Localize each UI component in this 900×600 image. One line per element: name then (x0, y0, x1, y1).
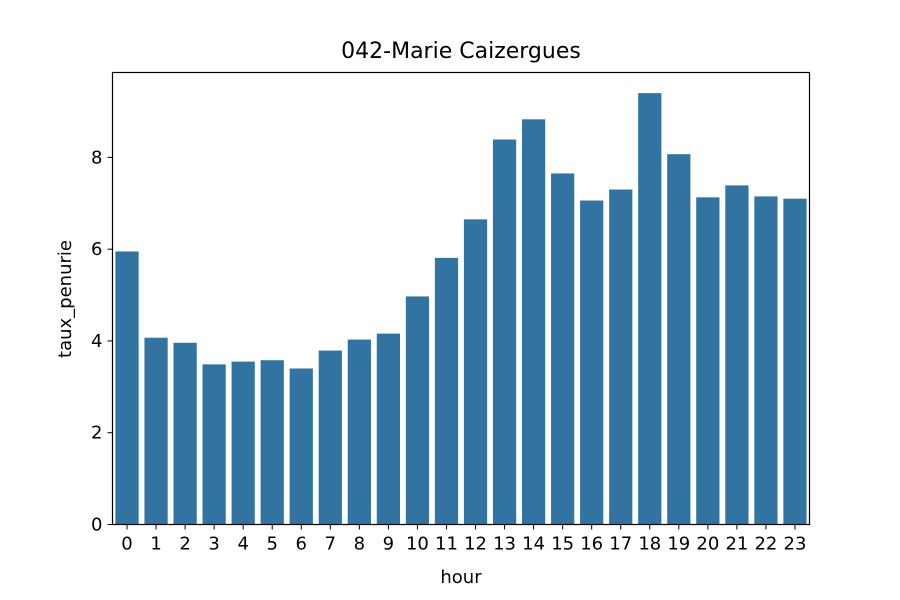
bar-hour-4 (231, 361, 255, 525)
bar-hour-13 (492, 139, 517, 525)
x-tick-label: 23 (784, 534, 807, 555)
x-tick-label: 7 (325, 534, 336, 555)
x-tick-label: 20 (696, 534, 719, 555)
y-axis: 0 2 4 6 8 (91, 147, 113, 536)
x-tick-label: 9 (383, 534, 394, 555)
bar-hour-8 (347, 339, 371, 525)
x-axis-label: hour (440, 567, 482, 588)
bar-hour-21 (725, 185, 749, 525)
chart-title: 042-Marie Caizergues (341, 39, 581, 64)
bar-hour-6 (289, 368, 313, 525)
x-tick-label: 3 (208, 534, 219, 555)
bar-hour-19 (667, 154, 691, 525)
x-tick-label: 22 (754, 534, 777, 555)
x-tick-label: 0 (121, 534, 132, 555)
y-tick-label: 6 (91, 239, 102, 260)
x-tick-label: 16 (580, 534, 603, 555)
bar-hour-2 (173, 342, 197, 525)
x-tick-label: 21 (725, 534, 748, 555)
x-tick-label: 13 (493, 534, 516, 555)
bar-hour-1 (144, 337, 168, 525)
x-tick-label: 17 (609, 534, 632, 555)
x-axis: 0 1 2 3 4 5 6 7 8 9 10 11 12 13 14 15 16 17 18 19 20 21 22 23 (121, 524, 807, 555)
y-tick-label: 2 (91, 423, 102, 444)
bar-hour-10 (405, 296, 430, 525)
x-tick-label: 15 (551, 534, 574, 555)
x-tick-label: 1 (150, 534, 161, 555)
y-tick-label: 0 (91, 515, 102, 536)
bar-hour-7 (318, 350, 342, 525)
bars-group (115, 93, 807, 525)
y-axis-label: taux_penurie (55, 240, 76, 358)
bar-hour-15 (551, 173, 575, 525)
bar-hour-12 (463, 219, 488, 525)
bar-hour-9 (376, 333, 401, 525)
x-tick-label: 14 (522, 534, 545, 555)
bar-hour-22 (754, 196, 778, 525)
x-tick-label: 19 (667, 534, 690, 555)
bar-hour-3 (202, 364, 226, 525)
x-tick-label: 10 (406, 534, 429, 555)
bar-hour-0 (115, 251, 139, 525)
x-tick-label: 4 (237, 534, 248, 555)
x-tick-label: 6 (296, 534, 307, 555)
bar-hour-20 (696, 197, 720, 525)
x-tick-label: 8 (354, 534, 365, 555)
plot-frame (111, 71, 811, 526)
bar-hour-14 (521, 119, 546, 525)
y-tick-label: 4 (91, 331, 102, 352)
x-tick-label: 18 (638, 534, 661, 555)
bar-hour-23 (783, 198, 807, 525)
x-tick-label: 2 (179, 534, 190, 555)
x-tick-label: 11 (435, 534, 458, 555)
y-tick-label: 8 (91, 147, 102, 168)
bar-hour-5 (260, 360, 284, 525)
x-tick-label: 12 (464, 534, 487, 555)
bar-hour-11 (434, 257, 459, 525)
x-tick-label: 5 (267, 534, 278, 555)
bar-hour-16 (580, 200, 604, 525)
bar-hour-18 (638, 93, 662, 525)
bar-hour-17 (609, 189, 633, 525)
